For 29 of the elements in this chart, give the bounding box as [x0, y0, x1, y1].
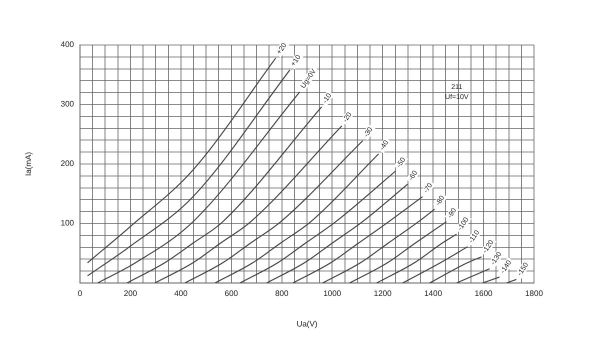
y-axis-title: Ia(mA) [24, 152, 34, 176]
x-tick-label: 1600 [474, 289, 494, 298]
line-series [214, 153, 380, 283]
line-series [239, 170, 396, 283]
x-tick-label: 1200 [374, 289, 392, 298]
x-axis-title: Ua(V) [296, 319, 318, 328]
line-series [292, 196, 424, 283]
line-series [87, 58, 276, 264]
line-series [349, 221, 448, 283]
x-tick-label: 200 [124, 289, 138, 298]
line-series [87, 69, 290, 276]
x-tick-label: 600 [224, 289, 239, 298]
x-tick-label: 800 [275, 289, 289, 298]
x-tick-label: 400 [174, 289, 188, 298]
line-series [266, 184, 408, 283]
x-tick-label: 1800 [525, 289, 544, 298]
y-tick-label: 200 [60, 159, 75, 168]
line-series [126, 106, 322, 283]
line-series [376, 234, 458, 283]
y-tick-label: 100 [60, 218, 75, 228]
x-tick-label: 1400 [424, 289, 443, 298]
line-series [154, 125, 342, 283]
x-tick-label: 0 [78, 289, 83, 298]
line-series [322, 208, 436, 283]
x-tick-label: 1000 [323, 289, 342, 298]
y-tick-label: 300 [60, 100, 75, 109]
line-series [97, 91, 300, 283]
y-tick-label: 400 [60, 40, 75, 50]
line-series [184, 140, 364, 283]
